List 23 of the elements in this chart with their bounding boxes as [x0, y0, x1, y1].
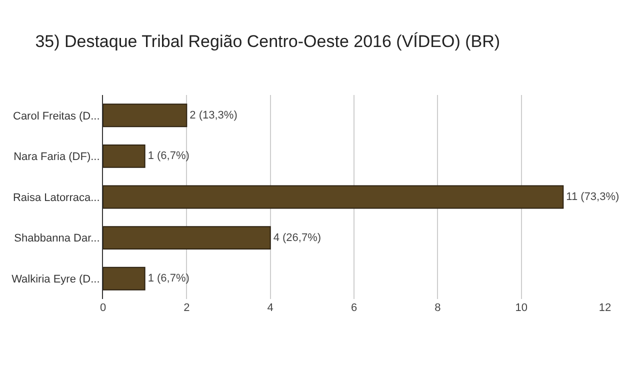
bar — [103, 104, 188, 128]
x-tick-label: 2 — [184, 302, 190, 314]
bar — [103, 185, 564, 209]
bar — [103, 266, 146, 290]
data-label: 1 (6,7%) — [148, 272, 190, 285]
y-tick-label: Carol Freitas (D... — [13, 110, 100, 122]
x-tick-label: 6 — [350, 302, 358, 314]
bar — [103, 226, 271, 250]
chart-title: 35) Destaque Tribal Região Centro-Oeste 2016 (VÍDEO) (BR) — [35, 32, 500, 52]
x-tick-label: 12 — [598, 302, 612, 314]
data-label: 1 (6,7%) — [148, 150, 190, 162]
x-tick-label: 8 — [434, 302, 441, 314]
bar — [103, 144, 146, 168]
y-tick-label: Raisa Latorraca... — [12, 192, 100, 204]
data-label: 2 (13,3%) — [190, 109, 238, 122]
x-tick-label: 4 — [267, 302, 274, 314]
data-label: 4 (26,7%) — [273, 232, 322, 244]
x-tick-label: 0 — [100, 302, 106, 314]
data-label: 11 (73,3%) — [566, 191, 620, 203]
y-tick-label: Walkiria Eyre (D... — [12, 273, 100, 286]
x-tick-label: 10 — [515, 302, 528, 314]
y-tick-label: Nara Faria (DF)... — [14, 151, 100, 164]
y-tick-label: Shabbanna Dar... — [14, 232, 100, 245]
